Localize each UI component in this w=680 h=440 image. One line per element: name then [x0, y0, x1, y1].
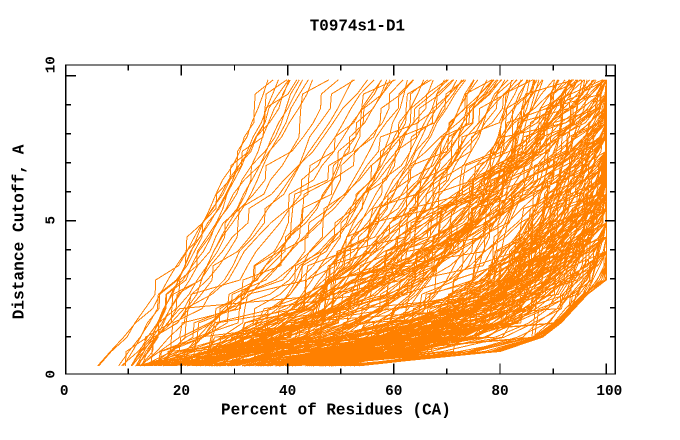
svg-text:40: 40 [279, 384, 296, 400]
svg-text:60: 60 [385, 384, 402, 400]
svg-text:80: 80 [491, 384, 508, 400]
svg-text:Percent of Residues (CA): Percent of Residues (CA) [221, 402, 451, 420]
svg-text:Distance Cutoff, A: Distance Cutoff, A [10, 144, 28, 319]
svg-text:10: 10 [43, 56, 59, 73]
svg-text:0: 0 [60, 384, 69, 400]
svg-text:0: 0 [43, 370, 59, 379]
svg-text:5: 5 [43, 216, 59, 225]
svg-text:20: 20 [173, 384, 190, 400]
svg-text:100: 100 [596, 384, 622, 400]
svg-text:T0974s1-D1: T0974s1-D1 [310, 16, 405, 36]
